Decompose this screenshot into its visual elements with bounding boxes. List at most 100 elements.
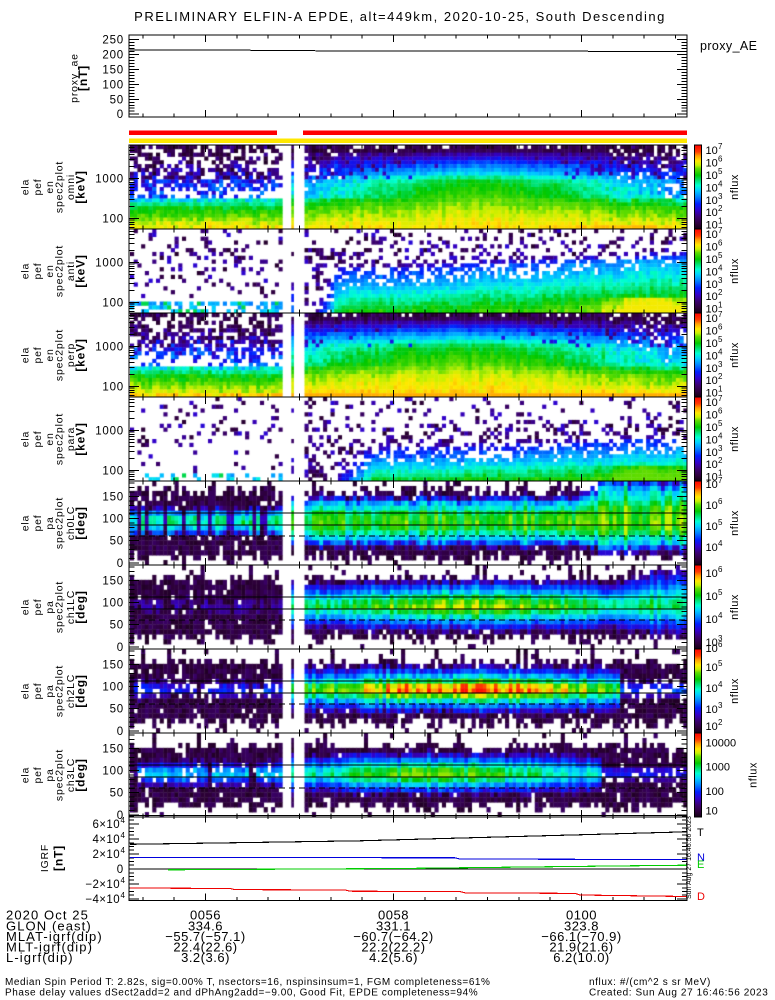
svg-text:anti: anti [65,261,77,281]
svg-text:10: 10 [706,195,718,207]
svg-text:nflux: nflux [729,678,741,704]
svg-text:323.8: 323.8 [564,919,599,934]
svg-text:4: 4 [121,876,126,885]
svg-text:pef: pef [32,179,44,196]
svg-text:100: 100 [102,297,124,309]
svg-text:GLON (east): GLON (east) [6,919,92,934]
svg-text:−66.1(−70.9): −66.1(−70.9) [541,929,621,944]
svg-text:6×10: 6×10 [92,819,120,831]
svg-text:pa: pa [44,600,56,613]
svg-text:2: 2 [718,456,723,465]
svg-text:ela: ela [20,683,32,699]
svg-text:100: 100 [102,381,124,393]
svg-text:10: 10 [706,614,718,626]
svg-text:ch2LC: ch2LC [65,674,77,708]
svg-text:ela: ela [20,599,32,615]
svg-text:50: 50 [110,94,124,106]
svg-text:10: 10 [706,479,718,491]
svg-text:6: 6 [718,640,723,649]
svg-text:ela: ela [20,347,32,363]
svg-text:en: en [44,432,56,445]
svg-text:10: 10 [706,304,718,316]
svg-text:omni: omni [65,174,77,200]
svg-text:2: 2 [718,288,723,297]
svg-text:3.2(3.6): 3.2(3.6) [181,950,230,965]
svg-text:ela: ela [20,263,32,279]
svg-text:4×10: 4×10 [92,834,120,846]
svg-text:nflux: nflux [729,342,741,368]
svg-text:proxy_AE: proxy_AE [700,39,757,53]
svg-text:ela: ela [20,431,32,447]
svg-text:50: 50 [110,704,124,716]
svg-text:pef: pef [32,347,44,364]
svg-text:6: 6 [718,565,723,574]
svg-text:0: 0 [117,726,124,738]
svg-text:ch0LC: ch0LC [65,506,77,540]
svg-text:T: T [697,827,704,839]
svg-text:proxy_ae: proxy_ae [69,53,81,103]
svg-text:4: 4 [718,680,723,689]
svg-text:2×10: 2×10 [92,849,120,861]
svg-text:100: 100 [102,465,124,477]
svg-text:50: 50 [110,788,124,800]
svg-text:10: 10 [706,397,718,409]
svg-text:en: en [44,180,56,193]
svg-text:100: 100 [102,514,124,526]
svg-text:4.2(5.6): 4.2(5.6) [369,950,418,965]
svg-text:4: 4 [121,816,126,825]
svg-text:pef: pef [32,683,44,700]
svg-text:5: 5 [718,588,723,597]
svg-text:4: 4 [121,846,126,855]
svg-text:0: 0 [117,109,124,121]
svg-text:pef: pef [32,599,44,616]
svg-text:100: 100 [102,682,124,694]
svg-text:10: 10 [706,182,718,194]
svg-text:10: 10 [706,521,718,533]
svg-text:10: 10 [706,170,718,182]
svg-text:10: 10 [706,157,718,169]
svg-text:PRELIMINARY ELFIN-A EPDE, alt=: PRELIMINARY ELFIN-A EPDE, alt=449km, 202… [134,9,666,24]
svg-text:1: 1 [718,385,723,394]
svg-text:6: 6 [718,322,723,331]
svg-text:250: 250 [102,35,124,47]
svg-text:0: 0 [117,864,124,876]
svg-text:150: 150 [102,660,124,672]
svg-text:10: 10 [706,643,718,655]
svg-text:5: 5 [718,518,723,527]
svg-text:[deg]: [deg] [73,590,87,623]
svg-text:0056: 0056 [190,908,221,923]
svg-text:10: 10 [706,806,718,818]
svg-text:10: 10 [706,409,718,421]
svg-text:10: 10 [706,683,718,695]
svg-text:E: E [697,859,704,871]
svg-text:[deg]: [deg] [73,674,87,707]
svg-text:10: 10 [706,721,718,733]
svg-text:Created: Sun Aug 27 16:46:56 2: Created: Sun Aug 27 16:46:56 2023 [589,988,768,999]
svg-text:4: 4 [718,263,723,272]
svg-text:1: 1 [718,217,723,226]
svg-text:pa: pa [44,684,56,697]
svg-text:100: 100 [102,79,124,91]
svg-text:7: 7 [718,142,723,151]
svg-text:spec2plot: spec2plot [54,413,66,465]
svg-text:3: 3 [718,701,723,710]
svg-text:10: 10 [706,363,718,375]
svg-text:4: 4 [121,891,126,900]
svg-text:3: 3 [718,444,723,453]
svg-text:N: N [697,852,705,864]
svg-text:5: 5 [718,167,723,176]
svg-text:spec2plot: spec2plot [54,161,66,213]
svg-text:150: 150 [102,744,124,756]
svg-text:10: 10 [706,500,718,512]
svg-text:1000: 1000 [95,173,124,185]
svg-text:ela: ela [20,515,32,531]
svg-text:10: 10 [706,704,718,716]
svg-text:10: 10 [706,279,718,291]
svg-text:ela: ela [20,767,32,783]
svg-text:4: 4 [718,539,723,548]
svg-text:−2×10: −2×10 [85,879,120,891]
svg-text:MLAT-igrf(dip): MLAT-igrf(dip) [6,929,103,944]
svg-text:10: 10 [706,229,718,241]
svg-text:nflux: nflux [729,426,741,452]
svg-text:1: 1 [718,301,723,310]
